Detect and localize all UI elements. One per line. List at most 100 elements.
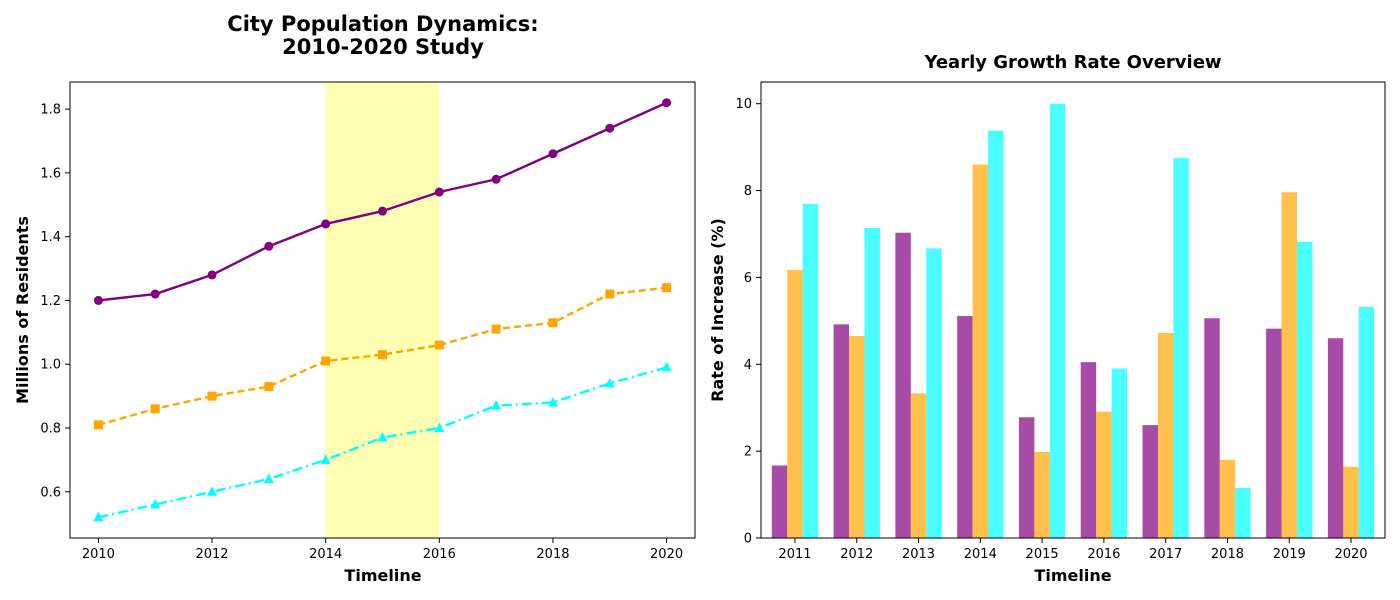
series-0-point: [662, 98, 672, 108]
series-1-point: [434, 340, 444, 350]
series-1-point: [150, 404, 160, 414]
x-tick-label: 2012: [195, 547, 228, 562]
series-0-point: [378, 206, 387, 216]
y-tick-label: 1.4: [40, 230, 61, 245]
y-tick-label: 1.6: [40, 166, 61, 181]
series-2-bar: [1111, 368, 1128, 538]
y-tick-label: 0.6: [40, 485, 61, 500]
series-1-bar: [1034, 452, 1050, 538]
series-0-point: [491, 174, 501, 184]
right-axis-ticks: 2011 2012 2013 2014 2015 2016 2017 2018 2019 2020…: [735, 97, 1367, 562]
x-tick-label: 2020: [650, 547, 683, 562]
series-1-point: [264, 382, 274, 392]
right-y-axis-label: Rate of Increase (%): [708, 218, 727, 402]
series-0-bar: [1080, 362, 1097, 538]
growth-bar-chart: Yearly Growth Rate Overview 2011 2012 2013…: [708, 52, 1386, 585]
right-x-axis-label: Timeline: [1034, 566, 1111, 585]
x-tick-label: 2013: [902, 547, 935, 562]
series-1-bar: [1157, 333, 1174, 538]
series-2-point: [491, 400, 502, 410]
series-1-bar: [1281, 192, 1297, 538]
y-tick-label: 6: [744, 271, 752, 286]
x-tick-label: 2020: [1334, 547, 1367, 562]
series-2-bar: [1296, 241, 1313, 538]
x-tick-label: 2015: [1026, 547, 1059, 562]
series-2-point: [377, 432, 388, 442]
series-0-bar: [957, 316, 973, 538]
series-2-point: [207, 486, 218, 496]
right-chart-title: Yearly Growth Rate Overview: [923, 52, 1221, 73]
series-0-bar: [895, 232, 911, 538]
series-0-point: [207, 270, 217, 280]
series-0-point: [93, 295, 103, 305]
y-tick-label: 1.0: [40, 358, 61, 373]
series-2-bar: [1235, 488, 1251, 538]
series-1-point: [321, 356, 331, 366]
series-0-bar: [833, 324, 850, 538]
series-1-point: [605, 289, 615, 299]
x-tick-label: 2018: [536, 547, 569, 562]
series-0-point: [548, 149, 558, 159]
series-0-bar: [1266, 328, 1282, 538]
left-y-axis-label: Millions of Residents: [13, 216, 32, 404]
series-0-point: [264, 241, 274, 251]
series-2-point: [547, 396, 558, 407]
series-1-bar: [787, 270, 803, 538]
series-2-point: [150, 499, 161, 509]
x-tick-label: 2019: [1273, 547, 1306, 562]
series-0-bar: [1142, 425, 1158, 538]
x-tick-label: 2014: [309, 547, 342, 562]
y-tick-label: 8: [744, 184, 752, 199]
series-2-point: [93, 511, 104, 522]
y-tick-label: 2: [744, 445, 752, 460]
series-1-bar: [1343, 466, 1359, 538]
y-tick-label: 1.2: [40, 294, 61, 309]
x-tick-label: 2011: [778, 547, 811, 562]
series-1-point: [548, 318, 558, 328]
series-0-bar: [1204, 318, 1220, 538]
series-0-point: [150, 289, 160, 299]
left-plot-area: [93, 98, 672, 522]
series-1-bar: [849, 336, 865, 538]
series-1-bar: [1219, 459, 1236, 538]
population-line-chart: City Population Dynamics: 2010-2020 Stud…: [13, 12, 696, 585]
series-2-bar: [1173, 158, 1189, 538]
left-axes-frame: [69, 81, 696, 539]
series-2-point: [604, 377, 615, 388]
x-tick-label: 2012: [840, 547, 873, 562]
left-chart-title: City Population Dynamics:: [227, 12, 538, 36]
series-2-bar: [988, 130, 1004, 538]
series-1-point: [93, 420, 103, 430]
series-0-bar: [1327, 338, 1344, 538]
series-2-point: [263, 473, 274, 484]
x-tick-label: 2017: [1149, 547, 1182, 562]
series-2-bar: [1358, 306, 1375, 538]
left-x-axis-label: Timeline: [344, 566, 421, 585]
y-tick-label: 4: [744, 358, 752, 373]
y-tick-label: 0: [744, 532, 752, 547]
series-2-bar: [864, 227, 880, 539]
series-1-point: [662, 283, 672, 293]
right-axes-frame: [760, 81, 1386, 539]
series-0-point: [605, 123, 615, 133]
x-tick-label: 2016: [423, 547, 456, 562]
series-0-point: [321, 219, 331, 229]
series-1-point: [491, 324, 501, 334]
left-chart-title-line2: 2010-2020 Study: [282, 35, 484, 59]
highlight-span: [325, 82, 440, 538]
x-tick-label: 2014: [964, 547, 997, 562]
y-tick-label: 0.8: [40, 421, 61, 436]
series-0-point: [434, 187, 444, 197]
y-tick-label: 10: [735, 97, 752, 112]
series-0-bar: [771, 465, 788, 538]
x-tick-label: 2016: [1087, 547, 1120, 562]
series-1-bar: [972, 164, 989, 538]
x-tick-label: 2018: [1211, 547, 1244, 562]
left-axis-ticks: 2010 2012 2014 2016 2018 2020 0.6 0.8 1.0 1.2 1.4 1…: [40, 103, 683, 562]
series-1-point: [207, 391, 217, 401]
series-2-bar: [802, 204, 819, 538]
series-2-bar: [926, 248, 942, 538]
series-2-point: [434, 422, 445, 432]
series-2-point: [661, 361, 672, 372]
